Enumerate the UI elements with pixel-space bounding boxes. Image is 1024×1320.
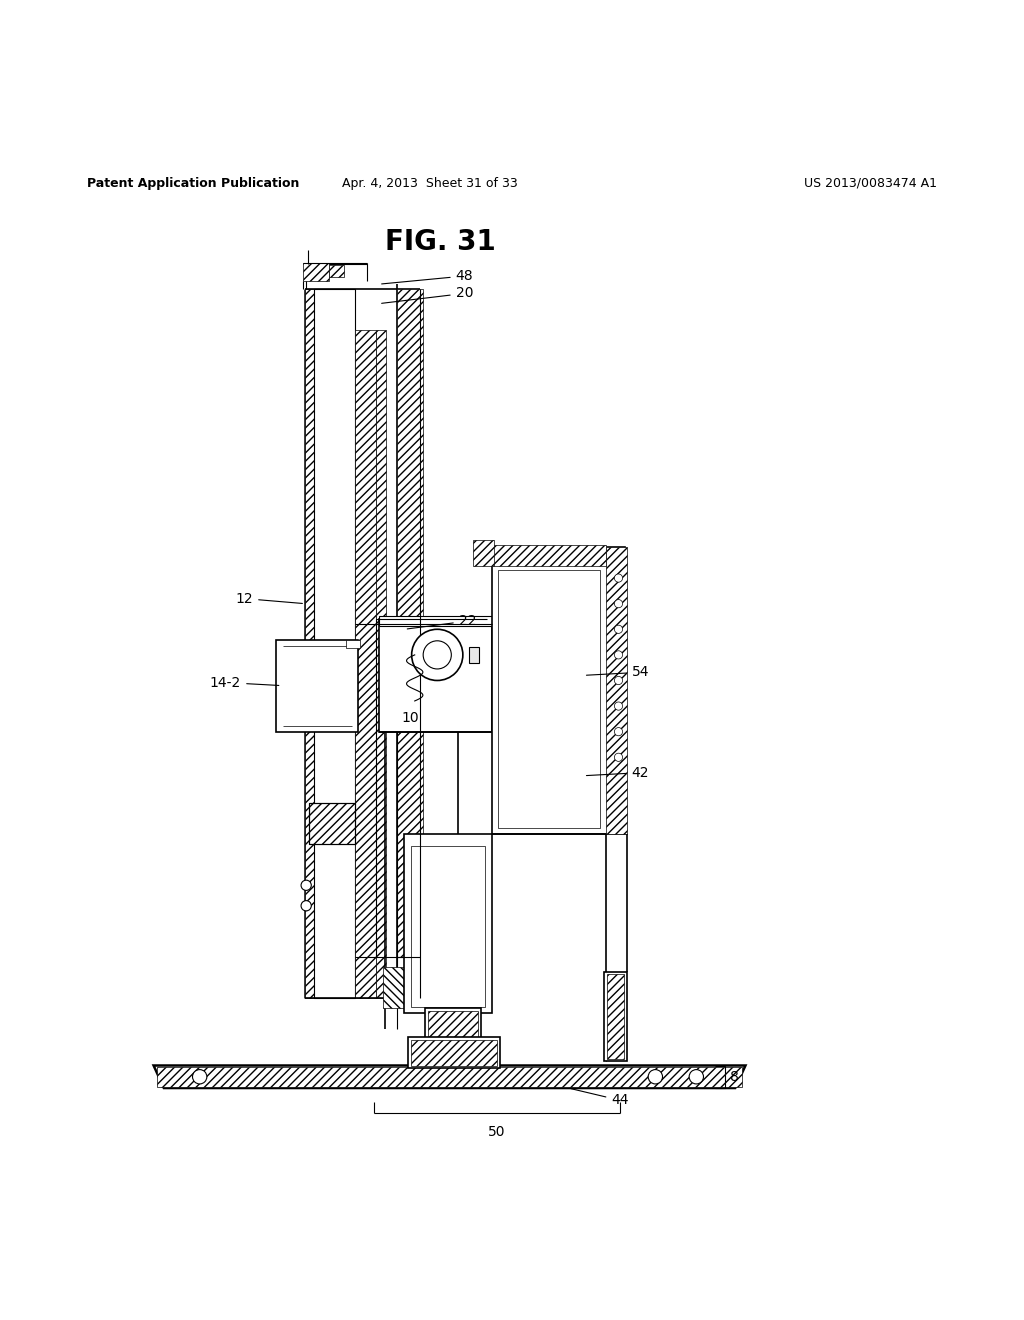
- Circle shape: [614, 574, 623, 582]
- Bar: [379, 616, 492, 626]
- Bar: [314, 289, 355, 998]
- Bar: [498, 570, 600, 828]
- Text: 48: 48: [382, 269, 473, 284]
- Polygon shape: [154, 1065, 745, 1088]
- Bar: [355, 330, 376, 998]
- Bar: [425, 1008, 481, 1061]
- Text: 8: 8: [730, 1069, 739, 1084]
- Bar: [379, 619, 492, 731]
- Bar: [607, 974, 624, 1060]
- Bar: [309, 804, 355, 845]
- Bar: [606, 548, 627, 834]
- Bar: [404, 834, 492, 1014]
- Bar: [346, 639, 360, 648]
- Circle shape: [614, 676, 623, 685]
- Circle shape: [614, 702, 623, 710]
- Text: 50: 50: [487, 1125, 506, 1139]
- Bar: [157, 1067, 742, 1086]
- Circle shape: [423, 640, 452, 669]
- Bar: [305, 289, 314, 998]
- Bar: [411, 846, 485, 1007]
- Circle shape: [412, 630, 463, 681]
- Text: FIG. 31: FIG. 31: [385, 227, 496, 256]
- Text: 12: 12: [236, 591, 302, 606]
- Circle shape: [614, 599, 623, 607]
- Bar: [309, 804, 355, 845]
- Bar: [329, 265, 344, 277]
- Text: 14-2: 14-2: [210, 676, 279, 689]
- Circle shape: [193, 1069, 207, 1084]
- Circle shape: [689, 1069, 703, 1084]
- Text: 44: 44: [571, 1089, 629, 1107]
- Bar: [492, 545, 606, 566]
- Text: Apr. 4, 2013  Sheet 31 of 33: Apr. 4, 2013 Sheet 31 of 33: [342, 177, 518, 190]
- Circle shape: [648, 1069, 663, 1084]
- Bar: [411, 1040, 497, 1065]
- Text: 42: 42: [587, 766, 649, 780]
- Bar: [604, 973, 627, 1061]
- Circle shape: [301, 900, 311, 911]
- Text: Patent Application Publication: Patent Application Publication: [87, 177, 299, 190]
- Text: 20: 20: [382, 286, 473, 304]
- Text: US 2013/0083474 A1: US 2013/0083474 A1: [804, 177, 937, 190]
- Bar: [469, 647, 479, 663]
- Bar: [276, 639, 358, 731]
- Bar: [376, 330, 386, 998]
- Circle shape: [301, 880, 311, 891]
- Bar: [397, 289, 423, 957]
- Bar: [428, 1011, 478, 1059]
- Circle shape: [614, 626, 623, 634]
- Text: 54: 54: [587, 665, 649, 680]
- Bar: [473, 540, 494, 566]
- Bar: [492, 548, 625, 834]
- Circle shape: [614, 727, 623, 735]
- Bar: [383, 968, 429, 1008]
- Circle shape: [614, 754, 623, 762]
- Circle shape: [614, 651, 623, 659]
- Text: 22: 22: [408, 614, 476, 628]
- Text: 10: 10: [401, 711, 419, 725]
- Bar: [408, 1036, 500, 1068]
- Bar: [303, 263, 329, 281]
